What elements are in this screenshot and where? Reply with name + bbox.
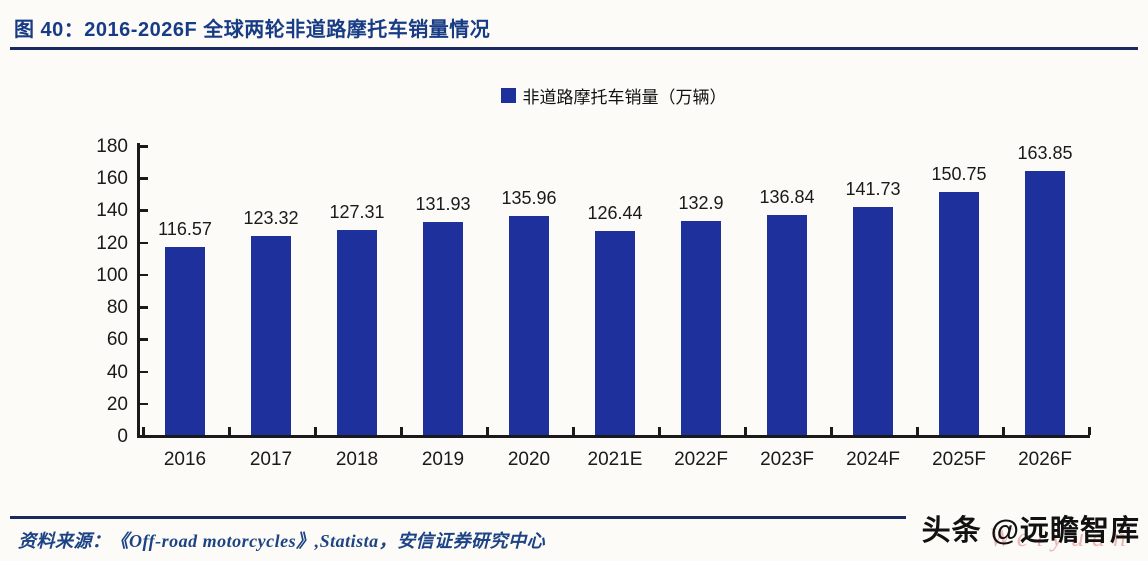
y-axis-line bbox=[137, 143, 140, 438]
y-axis-tick-label: 60 bbox=[106, 329, 128, 351]
y-axis-tick-label: 120 bbox=[96, 232, 128, 254]
bar-2022F bbox=[681, 220, 721, 435]
bar-value-label: 132.9 bbox=[678, 192, 724, 213]
x-axis-category-label: 2026F bbox=[1018, 449, 1072, 470]
x-axis-category-label: 2023F bbox=[760, 449, 814, 470]
x-axis-line bbox=[137, 435, 1090, 438]
y-axis-tick-label: 40 bbox=[106, 361, 128, 383]
x-axis-category-label: 2016 bbox=[163, 449, 207, 470]
x-axis-tick bbox=[142, 427, 145, 435]
legend-label: 非道路摩托车销量（万辆） bbox=[522, 87, 727, 107]
bar-2019 bbox=[423, 222, 463, 435]
bar-value-label: 135.96 bbox=[501, 187, 557, 208]
x-axis-category-label: 2025F bbox=[932, 449, 986, 470]
x-axis-category-label: 2020 bbox=[507, 449, 551, 470]
x-axis-category-label: 2019 bbox=[421, 449, 465, 470]
figure-title: 图 40：2016-2026F 全球两轮非道路摩托车销量情况 bbox=[14, 19, 491, 41]
x-axis-category-label: 2021E bbox=[587, 449, 643, 470]
x-axis-category-label: 2018 bbox=[335, 449, 379, 470]
y-axis-tick-label: 0 bbox=[117, 426, 128, 447]
y-axis-tick-label: 140 bbox=[96, 200, 128, 222]
legend-swatch-icon bbox=[500, 87, 516, 103]
footer-divider bbox=[10, 516, 906, 519]
x-axis-tick bbox=[1088, 427, 1091, 435]
bar-value-label: 141.73 bbox=[845, 178, 901, 199]
y-axis-tick-label: 160 bbox=[96, 168, 128, 190]
x-axis-tick bbox=[744, 427, 747, 435]
y-axis-tick bbox=[140, 145, 148, 148]
bar-value-label: 116.57 bbox=[158, 219, 212, 240]
y-axis-tick bbox=[140, 273, 148, 277]
y-axis-tick-label: 100 bbox=[96, 264, 128, 286]
x-axis-tick bbox=[572, 427, 575, 435]
y-axis-tick bbox=[140, 370, 148, 374]
x-axis-tick bbox=[314, 427, 317, 435]
y-axis-tick-label: 80 bbox=[106, 297, 128, 319]
y-axis-tick bbox=[140, 306, 148, 309]
bar-2023F bbox=[767, 214, 807, 435]
x-axis-tick bbox=[400, 427, 403, 435]
bar-value-label: 131.93 bbox=[415, 194, 471, 215]
bar-2018 bbox=[337, 229, 377, 435]
x-axis-tick bbox=[228, 427, 231, 435]
y-axis-tick bbox=[140, 402, 148, 406]
chart-legend: 非道路摩托车销量（万辆） bbox=[137, 85, 1090, 107]
bar-value-label: 123.32 bbox=[243, 208, 299, 229]
y-axis-tick bbox=[140, 241, 148, 245]
x-axis-tick bbox=[830, 427, 833, 435]
y-axis-tick bbox=[140, 177, 148, 180]
watermark-red-text: Weiyuan bbox=[989, 523, 1134, 552]
y-axis-tick-label: 180 bbox=[96, 136, 128, 157]
x-axis-tick bbox=[916, 427, 919, 435]
bar-value-label: 150.75 bbox=[931, 164, 987, 185]
watermark: Weiyuan 头条 @远瞻智库 bbox=[890, 507, 1140, 557]
bar-2021E bbox=[595, 231, 635, 435]
x-axis-category-label: 2017 bbox=[249, 449, 293, 470]
x-axis-category-label: 2022F bbox=[674, 449, 728, 470]
y-axis-tick bbox=[140, 209, 148, 212]
bar-2017 bbox=[251, 236, 291, 435]
bar-2026F bbox=[1025, 171, 1065, 435]
bar-2024F bbox=[853, 206, 893, 435]
bar-value-label: 136.84 bbox=[759, 186, 815, 207]
source-note: 资料来源：《Off-road motorcycles》,Statista，安信证… bbox=[18, 531, 546, 551]
bar-2016 bbox=[165, 247, 205, 435]
bar-value-label: 163.85 bbox=[1017, 143, 1073, 164]
title-divider bbox=[10, 47, 1138, 50]
y-axis-tick-label: 20 bbox=[106, 393, 128, 415]
x-axis-tick bbox=[486, 427, 489, 435]
y-axis-tick bbox=[140, 338, 148, 341]
watermark-text: 头条 @远瞻智库 bbox=[921, 515, 1140, 547]
x-axis-tick bbox=[658, 427, 661, 435]
bar-2025F bbox=[939, 192, 979, 435]
bar-2020 bbox=[509, 215, 549, 435]
bar-value-label: 126.44 bbox=[587, 203, 643, 224]
bar-value-label: 127.31 bbox=[329, 201, 385, 222]
x-axis-tick bbox=[1002, 427, 1005, 435]
x-axis-category-label: 2024F bbox=[846, 449, 900, 470]
